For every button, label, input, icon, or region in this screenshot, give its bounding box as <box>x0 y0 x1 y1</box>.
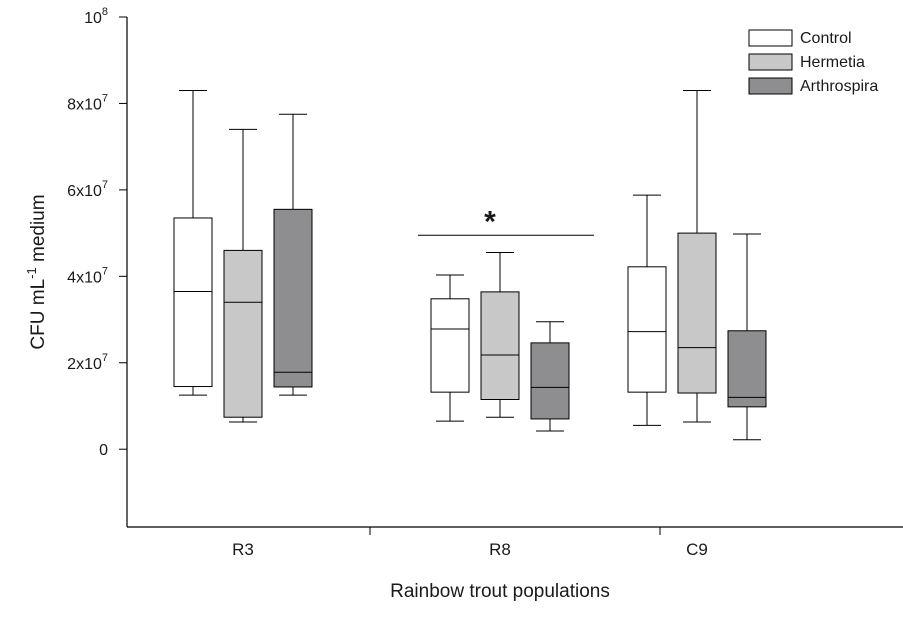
y-tick-label-exponent: 7 <box>102 352 108 364</box>
box-iqr <box>727 330 767 408</box>
legend-swatch <box>748 29 793 47</box>
legend-label: Control <box>800 30 852 47</box>
y-tick-label: 4x107 <box>67 265 108 286</box>
y-tick-label-exponent: 8 <box>102 6 108 18</box>
y-tick-label: 6x107 <box>67 179 108 200</box>
box-iqr <box>480 291 520 400</box>
y-tick-label-base: 8x10 <box>67 96 102 113</box>
y-axis-title-main: CFU mL <box>28 279 49 350</box>
y-tick-label-base: 10 <box>84 10 102 27</box>
box-iqr <box>627 266 667 393</box>
box-control-r8 <box>430 274 470 422</box>
box-arthrospira-r8 <box>530 321 570 432</box>
box-control-c9 <box>627 194 667 426</box>
y-axis-title-rest: medium <box>28 194 49 267</box>
y-tick-label-base: 4x10 <box>67 269 102 286</box>
legend: Control Hermetia Arthrospira <box>748 29 878 95</box>
box-iqr <box>223 249 263 418</box>
box-iqr <box>173 217 213 388</box>
legend-swatch <box>748 53 793 71</box>
y-tick-label-base: 2x10 <box>67 356 102 373</box>
y-tick-label-base: 0 <box>99 442 108 459</box>
legend-item-control: Control <box>748 29 852 47</box>
y-tick-label-base: 6x10 <box>67 183 102 200</box>
y-axis-title-superscript: -1 <box>24 267 39 279</box>
y-tick-label: 8x107 <box>67 92 108 113</box>
box-iqr <box>430 298 470 393</box>
box-hermetia-r3 <box>223 128 263 423</box>
legend-item-hermetia: Hermetia <box>748 53 865 71</box>
x-tick-label: C9 <box>686 540 708 559</box>
box-hermetia-c9 <box>677 89 717 423</box>
annotation-layer: * <box>418 205 594 238</box>
x-axis-title: Rainbow trout populations <box>390 581 610 602</box>
y-axis-title: CFU mL-1 medium <box>24 194 49 349</box>
boxes-layer <box>173 89 767 441</box>
legend-label: Arthrospira <box>800 78 878 95</box>
y-tick-label: 108 <box>84 6 108 27</box>
significance-asterisk: * <box>484 205 496 238</box>
y-tick-label-exponent: 7 <box>102 265 108 277</box>
box-iqr <box>530 342 570 420</box>
legend-item-arthrospira: Arthrospira <box>748 77 878 95</box>
box-iqr <box>273 208 313 388</box>
box-arthrospira-r3 <box>273 113 313 396</box>
box-iqr <box>677 232 717 394</box>
legend-label: Hermetia <box>800 54 865 71</box>
box-hermetia-r8 <box>480 252 520 418</box>
box-control-r3 <box>173 89 213 396</box>
y-tick-label-exponent: 7 <box>102 179 108 191</box>
x-tick-label: R8 <box>489 540 511 559</box>
box-arthrospira-c9 <box>727 233 767 441</box>
legend-swatch <box>748 77 793 95</box>
y-tick-label-exponent: 7 <box>102 92 108 104</box>
x-tick-label: R3 <box>232 540 254 559</box>
y-tick-label: 0 <box>99 442 108 459</box>
y-tick-label: 2x107 <box>67 352 108 373</box>
